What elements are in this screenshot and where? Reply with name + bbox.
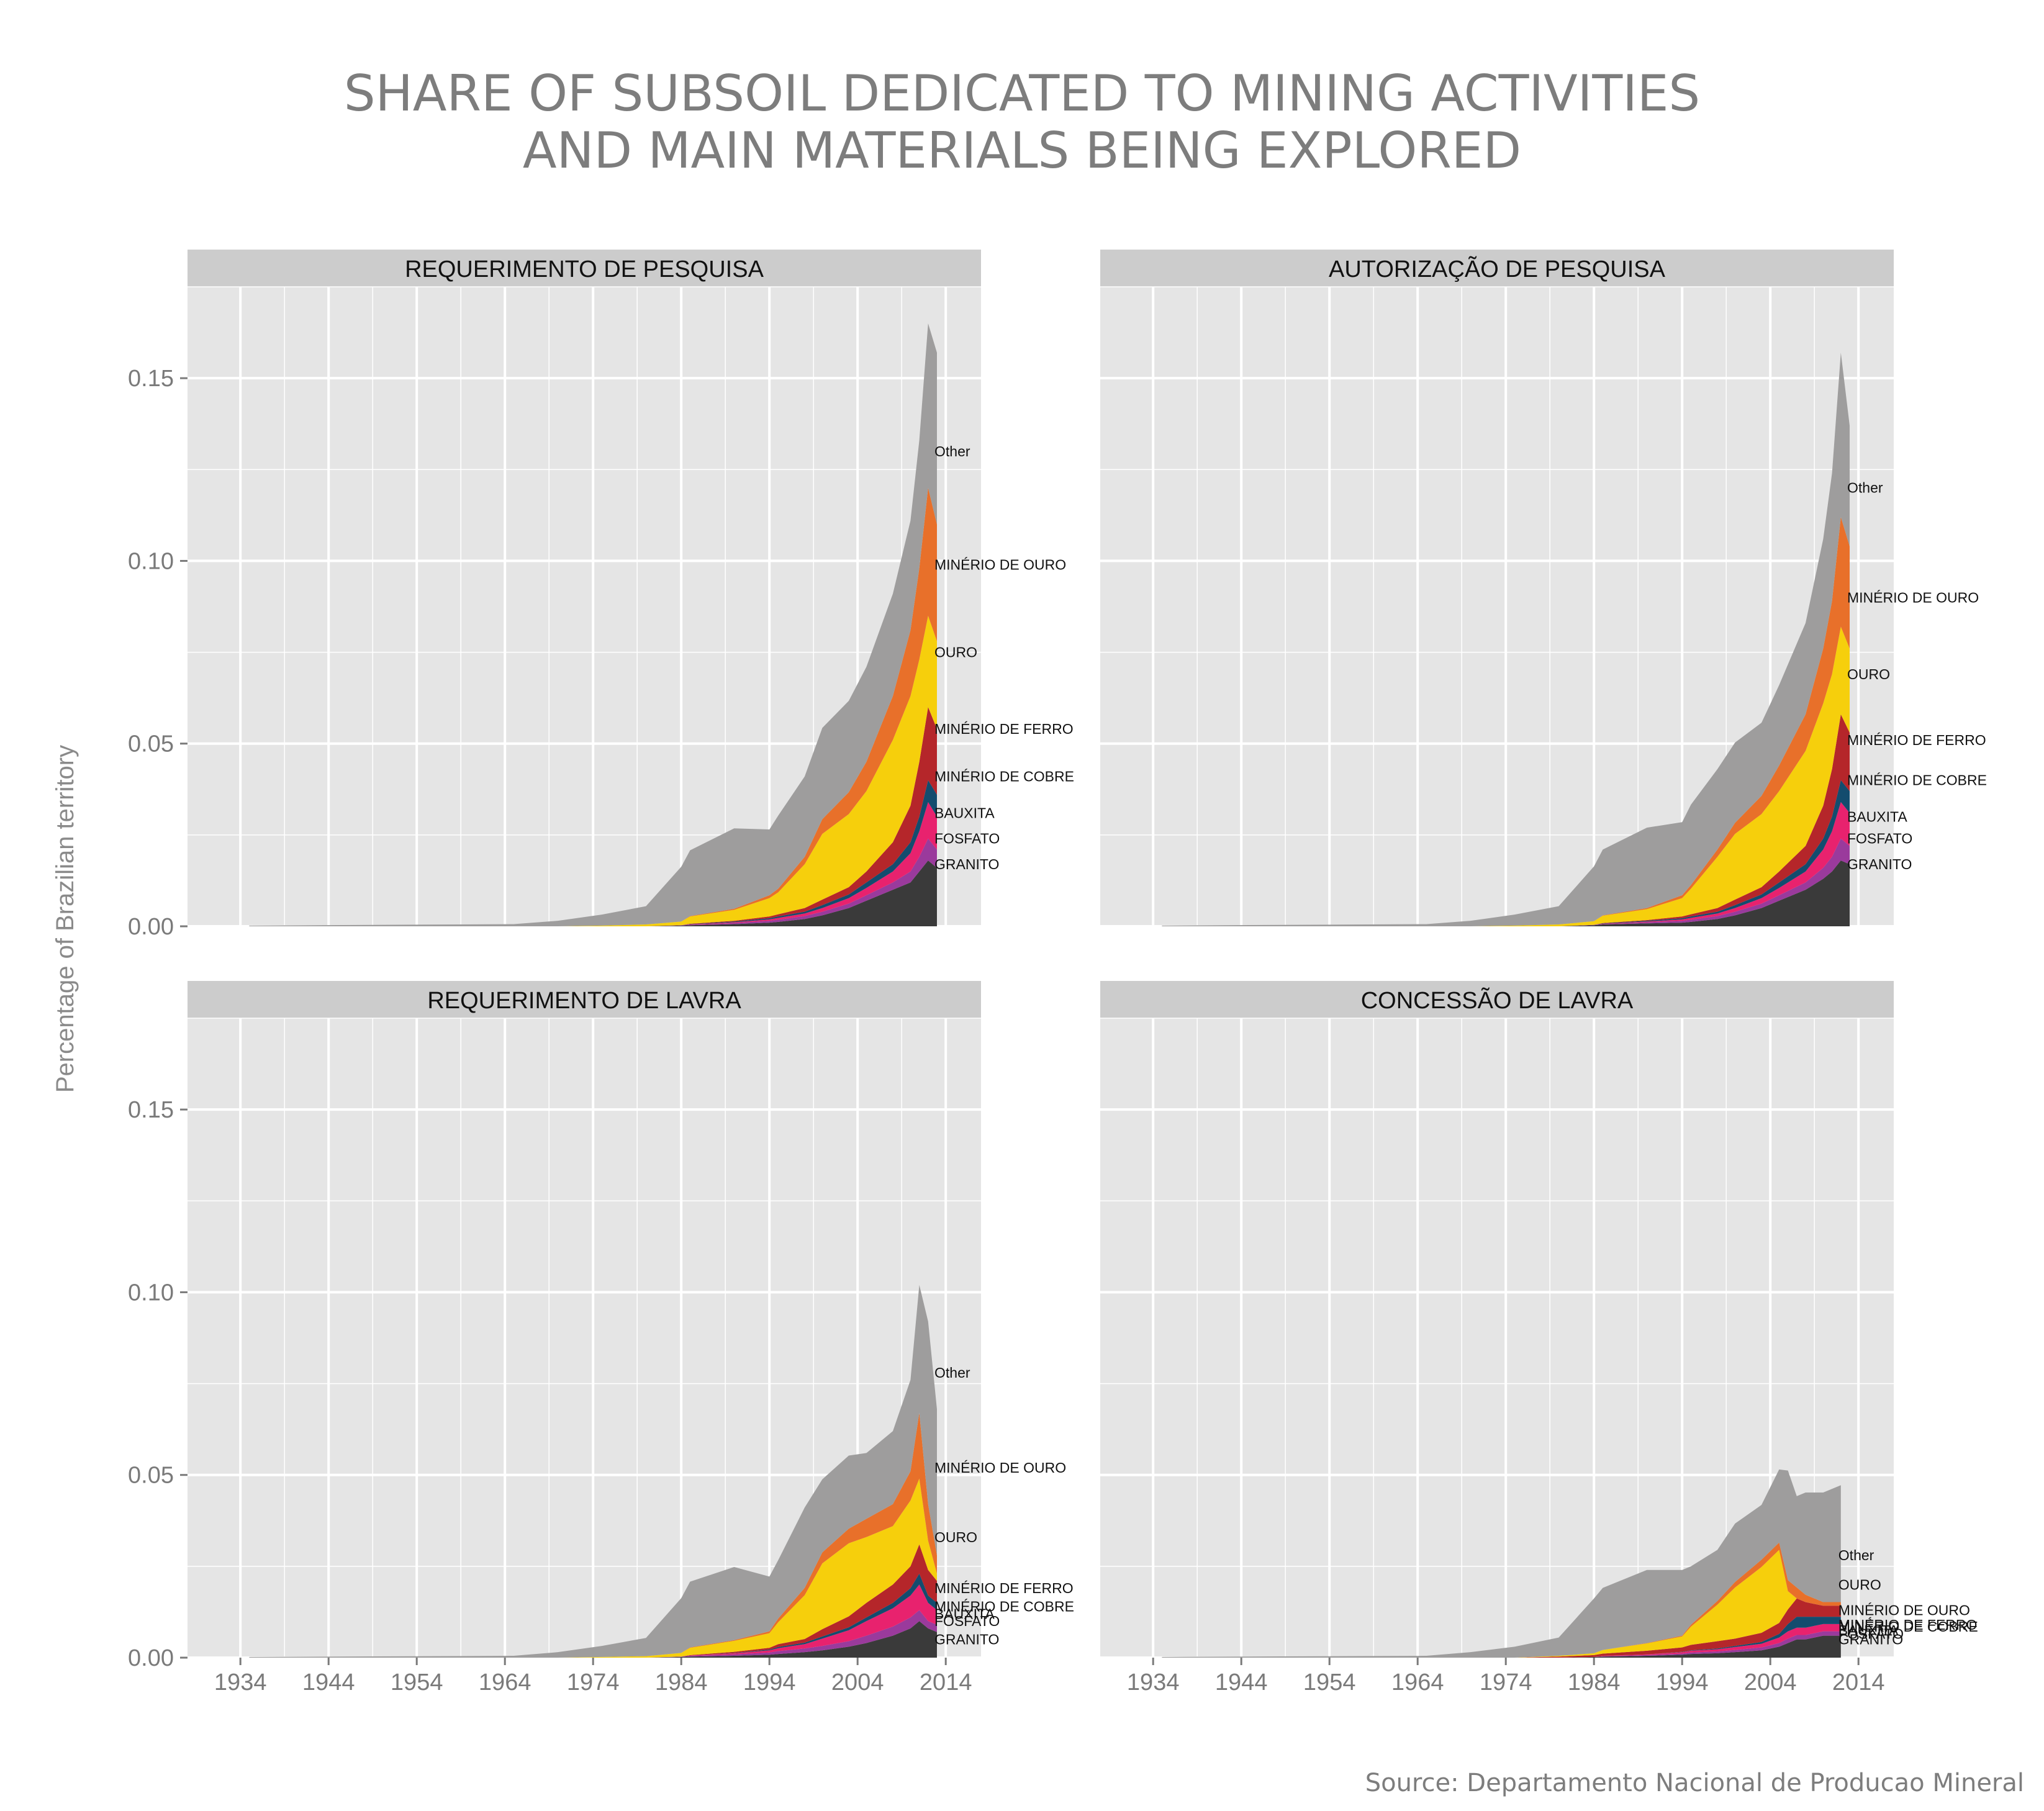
- series-label-ouro: OURO: [1847, 666, 1890, 682]
- area-other: [1162, 1469, 1841, 1658]
- facet-panels: REQUERIMENTO DE PESQUISAGRANITOFOSFATOBA…: [128, 250, 1987, 1696]
- series-label-fosfato: FOSFATO: [934, 831, 1000, 847]
- gridlines: [188, 286, 981, 928]
- series-label-minerio-de-ouro: MINÉRIO DE OURO: [934, 1460, 1066, 1476]
- series-label-minerio-de-ferro: MINÉRIO DE FERRO: [1838, 1617, 1978, 1633]
- x-tick-label: 2014: [1832, 1669, 1885, 1696]
- x-tick-label: 1994: [1656, 1669, 1709, 1696]
- chart-title-line-2: AND MAIN MATERIALS BEING EXPLORED: [523, 122, 1521, 179]
- x-tick-label: 1954: [1303, 1669, 1356, 1696]
- series-label-granito: GRANITO: [934, 856, 999, 872]
- area-granito: [249, 860, 937, 926]
- series-label-minerio-de-cobre: MINÉRIO DE COBRE: [1838, 1619, 1978, 1635]
- series-label-minerio-de-ferro: MINÉRIO DE FERRO: [934, 1580, 1074, 1596]
- facet-strip-label: CONCESSÃO DE LAVRA: [1361, 987, 1634, 1014]
- x-tick-label: 1994: [743, 1669, 796, 1696]
- chart-title-line-1: SHARE OF SUBSOIL DEDICATED TO MINING ACT…: [344, 65, 1700, 122]
- y-tick-label: 0.05: [128, 1463, 174, 1489]
- y-tick-label: 0.15: [128, 366, 174, 392]
- series-label-other: Other: [1838, 1547, 1874, 1563]
- facet-panel-concessao-de-lavra: CONCESSÃO DE LAVRAGRANITOFOSFATOBAUXITAM…: [1100, 981, 1978, 1696]
- area-granito: [249, 1621, 937, 1658]
- x-tick-label: 1964: [1391, 1669, 1444, 1696]
- y-tick-label: 0.00: [128, 1645, 174, 1671]
- facet-strip: [188, 981, 981, 1018]
- x-tick-label: 1934: [1127, 1669, 1180, 1696]
- y-axis-label: Percentage of Brazilian territory: [52, 745, 79, 1093]
- series-label-granito: GRANITO: [1838, 1632, 1903, 1648]
- x-tick-label: 2014: [920, 1669, 972, 1696]
- facet-strip: [1100, 250, 1894, 287]
- series-label-minerio-de-ferro: MINÉRIO DE FERRO: [934, 721, 1074, 737]
- facet-strip-label: AUTORIZAÇÃO DE PESQUISA: [1329, 256, 1666, 282]
- area-ouro: [1162, 1550, 1841, 1658]
- x-tick-label: 1984: [1568, 1669, 1621, 1696]
- source-note: Source: Departamento Nacional de Produca…: [1365, 1769, 2024, 1797]
- series-label-fosfato: FOSFATO: [934, 1613, 1000, 1629]
- series-label-bauxita: BAUXITA: [934, 805, 995, 821]
- facet-panel-autorizacao-de-pesquisa: AUTORIZAÇÃO DE PESQUISA GRANITO FOSFATO BAU…: [1100, 250, 1987, 928]
- x-tick-label: 1974: [1480, 1669, 1532, 1696]
- series-label-ouro: OURO: [934, 644, 977, 661]
- x-tick-label: 2004: [1744, 1669, 1797, 1696]
- series-label-bauxita: BAUXITA: [934, 1606, 995, 1622]
- facet-panel-requerimento-de-lavra: REQUERIMENTO DE LAVRA GRANITO FOSFATOBAUXI…: [128, 981, 1074, 1696]
- x-tick-label: 1974: [567, 1669, 620, 1696]
- x-tick-label: 2004: [831, 1669, 884, 1696]
- series-label-minerio-de-ouro: MINÉRIO DE OURO: [1847, 589, 1979, 605]
- series-label-other: Other: [1847, 480, 1883, 496]
- series-label-other: Other: [934, 443, 970, 459]
- x-tick-label: 1934: [214, 1669, 267, 1696]
- series-label-minerio-de-cobre: MINÉRIO DE COBRE: [934, 1599, 1074, 1615]
- y-tick-label: 0.00: [128, 914, 174, 940]
- series-label-minerio-de-ferro: MINÉRIO DE FERRO: [1847, 732, 1986, 748]
- series-label-minerio-de-ouro: MINÉRIO DE OURO: [934, 556, 1066, 572]
- series-label-minerio-de-cobre: MINÉRIO DE COBRE: [934, 769, 1074, 785]
- area-minerio-de-ouro: [1162, 1542, 1841, 1658]
- y-tick-label: 0.15: [128, 1097, 174, 1123]
- x-tick-label: 1984: [655, 1669, 708, 1696]
- series-label-minerio-de-cobre: MINÉRIO DE COBRE: [1847, 772, 1987, 788]
- facet-strip-label: REQUERIMENTO DE LAVRA: [427, 988, 741, 1014]
- series-label-fosfato: FOSFATO: [1847, 831, 1912, 847]
- x-tick-label: 1944: [1215, 1669, 1268, 1696]
- y-tick-label: 0.05: [128, 731, 174, 757]
- series-label-bauxita: BAUXITA: [1847, 808, 1907, 824]
- facet-panel-requerimento-de-pesquisa: REQUERIMENTO DE PESQUISA GRANITO FOSFATO BA…: [128, 250, 1074, 940]
- series-label-granito: GRANITO: [1847, 856, 1912, 872]
- series-label-ouro: OURO: [1838, 1576, 1881, 1592]
- series-label-minerio-de-ouro: MINÉRIO DE OURO: [1838, 1602, 1970, 1618]
- y-tick-label: 0.10: [128, 1280, 174, 1306]
- y-tick-label: 0.10: [128, 548, 174, 574]
- facet-strip: [188, 250, 981, 287]
- series-label-ouro: OURO: [934, 1529, 977, 1545]
- area-granito: [1162, 860, 1850, 926]
- x-tick-label: 1964: [479, 1669, 531, 1696]
- facet-strip-label: REQUERIMENTO DE PESQUISA: [405, 256, 764, 282]
- series-label-fosfato: FOSFATO: [1838, 1626, 1904, 1642]
- series-label-granito: GRANITO: [934, 1632, 999, 1648]
- x-tick-label: 1954: [391, 1669, 443, 1696]
- series-label-bauxita: BAUXITA: [1838, 1622, 1899, 1638]
- facet-strip: [1100, 981, 1894, 1018]
- area-granito: [1162, 1635, 1841, 1658]
- x-tick-label: 1944: [302, 1669, 355, 1696]
- series-label-other: Other: [934, 1365, 970, 1381]
